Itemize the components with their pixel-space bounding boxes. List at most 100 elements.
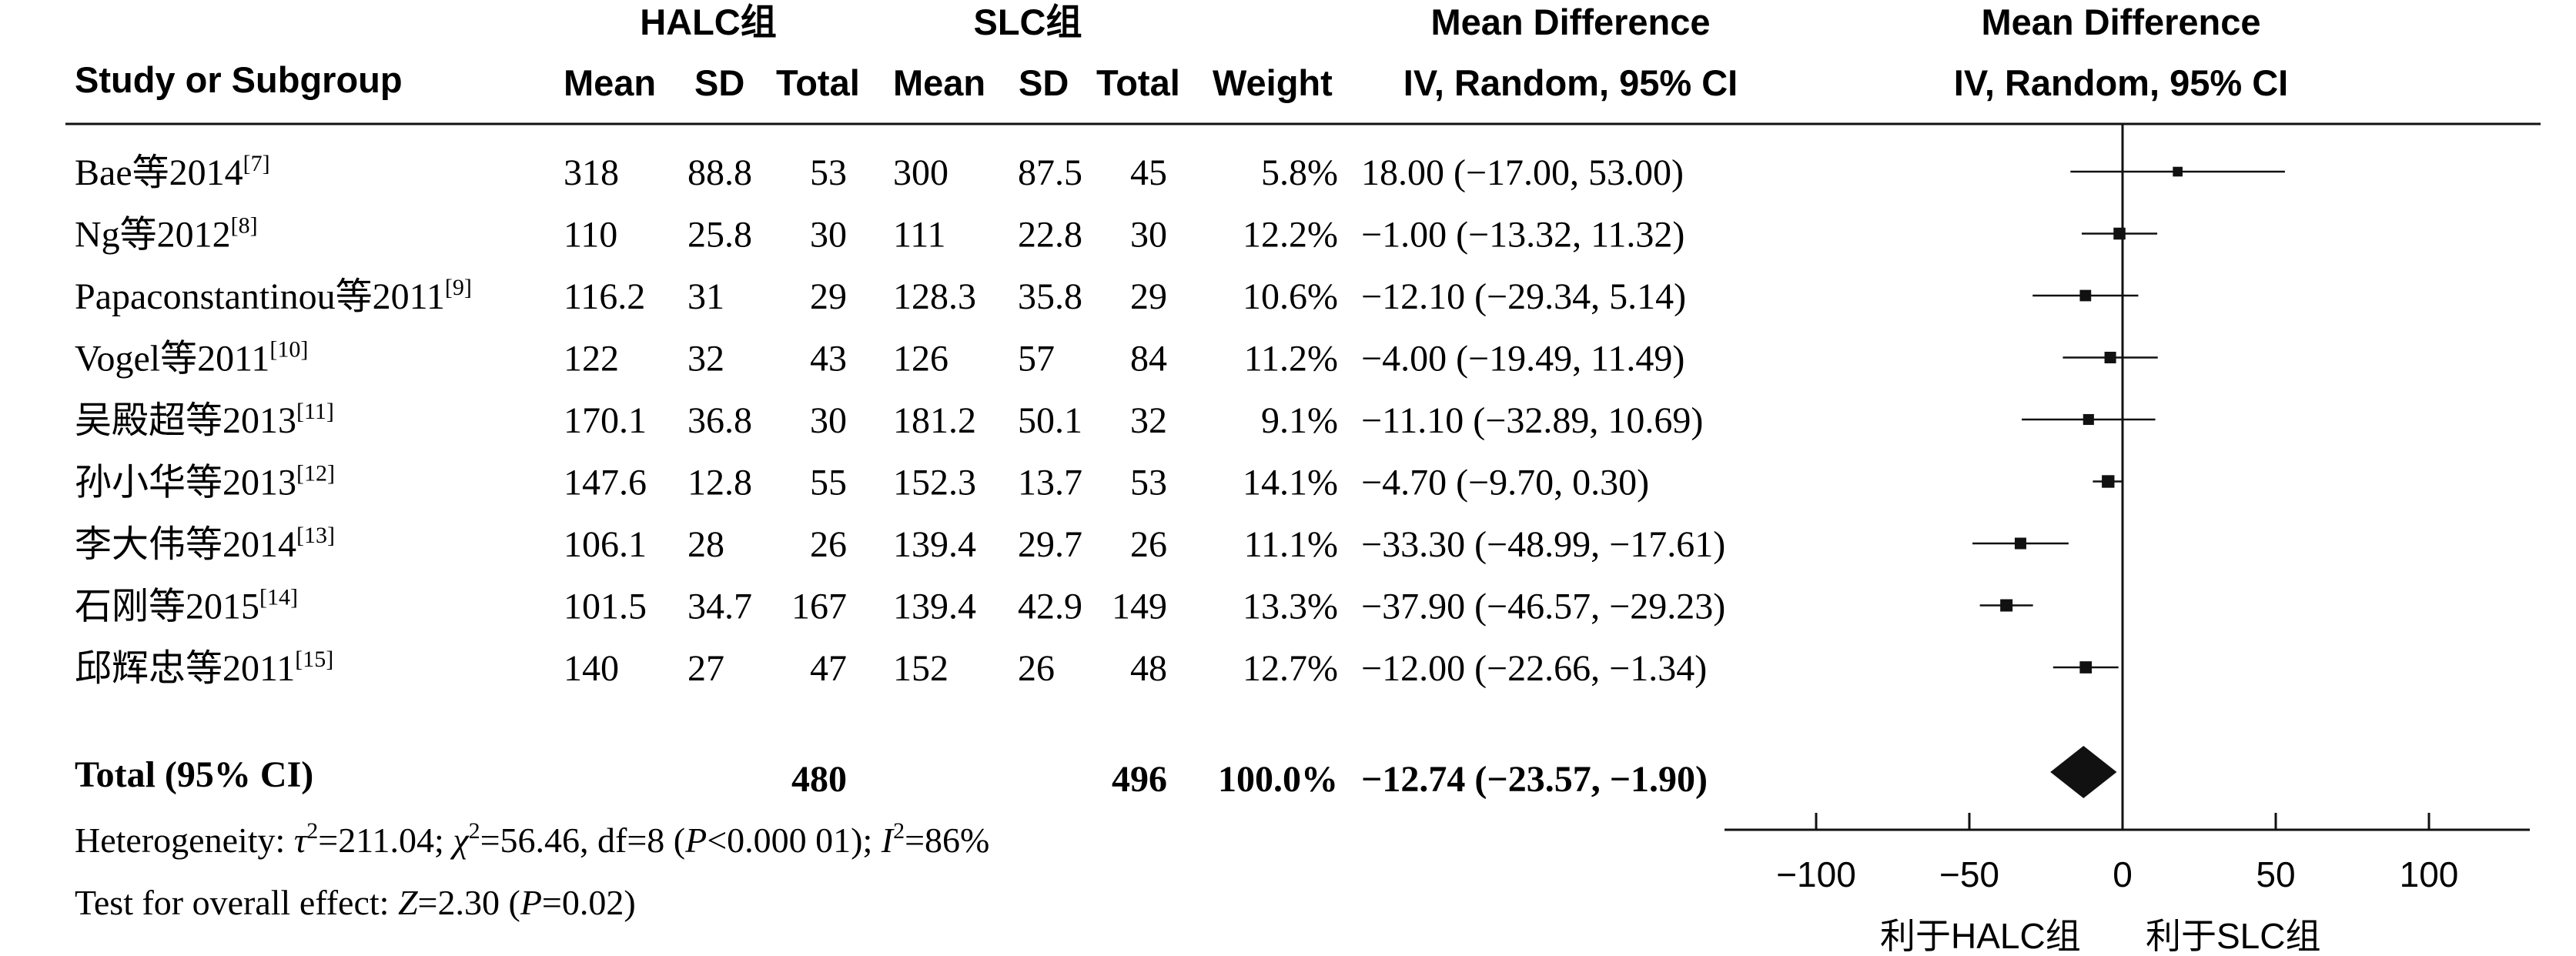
study-n1: 53 <box>810 152 847 193</box>
study-row: 邱辉忠等2011[15] 140 27 47 152 26 48 12.7% −12.00 (−… <box>75 647 1707 689</box>
study-mean2: 152 <box>893 648 948 689</box>
study-ci-text: −4.00 (−19.49, 11.49) <box>1361 339 1684 379</box>
total-ci-text: −12.74 (−23.57, −1.90) <box>1361 759 1708 800</box>
study-n2: 29 <box>1130 276 1167 317</box>
oe-z-val: =2.30 ( <box>418 883 520 922</box>
study-mean2: 181.2 <box>893 400 976 441</box>
study-sd2: 22.8 <box>1018 215 1082 256</box>
het-tau-val: =211.04; <box>318 821 453 860</box>
study-n1: 55 <box>810 463 847 503</box>
study-ci-text: −4.70 (−9.70, 0.30) <box>1361 463 1649 503</box>
oe-p: P <box>520 883 542 922</box>
study-weight: 12.7% <box>1243 648 1338 689</box>
pooled-diamond <box>2050 746 2117 798</box>
study-weight: 13.3% <box>1243 587 1338 627</box>
study-n1: 30 <box>810 215 847 256</box>
study-row: 石刚等2015[14] 101.5 34.7 167 139.4 42.9 149 13.3%… <box>75 585 1725 627</box>
study-sd1: 31 <box>687 276 724 317</box>
point-estimate <box>2104 351 2116 364</box>
study-n2: 26 <box>1130 524 1167 565</box>
point-estimate <box>2079 289 2092 302</box>
study-name: Vogel等2011[10] <box>75 337 308 379</box>
study-row: Papaconstantinou等2011[9] 116.2 31 29 128.3 35… <box>75 275 1686 317</box>
het-i-val: =86% <box>905 821 989 860</box>
study-mean2: 139.4 <box>893 524 976 565</box>
study-mean1: 318 <box>564 152 619 193</box>
study-sd1: 88.8 <box>687 152 752 193</box>
study-mean1: 170.1 <box>564 400 647 441</box>
study-weight: 9.1% <box>1261 400 1338 441</box>
x-tick-label: 0 <box>2113 854 2133 894</box>
study-n1: 30 <box>810 400 847 441</box>
study-n1: 26 <box>810 524 847 565</box>
study-sd2: 42.9 <box>1018 587 1082 627</box>
study-n2: 149 <box>1112 587 1167 627</box>
x-tick-label: 100 <box>2400 854 2459 894</box>
het-tau-sup: 2 <box>306 818 318 844</box>
study-name: 李大伟等2014[13] <box>75 523 335 565</box>
x-axis-ticks: −100 −50 0 50 100 <box>1776 813 2458 894</box>
oe-p-val: =0.02) <box>542 883 636 922</box>
study-mean1: 116.2 <box>564 276 645 317</box>
heterogeneity-text: Heterogeneity: τ2=211.04; χ2=56.46, df=8… <box>75 818 989 860</box>
forest-marks <box>1972 166 2285 798</box>
plot-method-header: IV, Random, 95% CI <box>1954 62 2288 103</box>
md-method-header: IV, Random, 95% CI <box>1403 62 1738 103</box>
study-name-text: 石刚等2015 <box>75 587 259 627</box>
study-n2: 30 <box>1130 215 1167 256</box>
study-sd2: 35.8 <box>1018 276 1082 317</box>
x-tick-label: −100 <box>1776 854 1856 894</box>
het-tau: τ <box>294 821 308 860</box>
weight-header: Weight <box>1213 62 1333 103</box>
study-sd1: 12.8 <box>687 463 752 503</box>
study-ref: [15] <box>295 647 333 672</box>
study-name: 石刚等2015[14] <box>75 585 298 627</box>
study-sd2: 87.5 <box>1018 152 1082 193</box>
study-name: 邱辉忠等2011[15] <box>75 647 333 689</box>
het-p: P <box>684 821 707 860</box>
study-n2: 84 <box>1130 339 1167 379</box>
x-tick-label: −50 <box>1939 854 1999 894</box>
study-name: Bae等2014[7] <box>75 151 270 193</box>
study-n2: 48 <box>1130 648 1167 689</box>
group2-header: SLC组 <box>974 2 1082 42</box>
study-name-text: Vogel等2011 <box>75 339 269 379</box>
study-n2: 53 <box>1130 463 1167 503</box>
study-sd1: 27 <box>687 648 724 689</box>
point-estimate <box>2083 413 2094 426</box>
mean2-header: Mean <box>893 62 985 103</box>
point-estimate <box>2079 661 2093 674</box>
het-p-val: <0.000 01); <box>707 821 882 860</box>
study-mean1: 147.6 <box>564 463 647 503</box>
study-n2: 45 <box>1130 152 1167 193</box>
study-n1: 43 <box>810 339 847 379</box>
study-ref: [12] <box>296 461 335 486</box>
het-i: I <box>881 821 895 860</box>
plot-title-header: Mean Difference <box>1981 2 2260 42</box>
study-name: 吴殿超等2013[11] <box>75 399 334 441</box>
study-sd1: 25.8 <box>687 215 752 256</box>
study-row: Bae等2014[7] 318 88.8 53 300 87.5 45 5.8% 18.00 (… <box>75 151 1684 193</box>
study-name: 孙小华等2013[12] <box>75 461 335 503</box>
study-sd2: 26 <box>1018 648 1055 689</box>
study-sd1: 32 <box>687 339 724 379</box>
study-row: 李大伟等2014[13] 106.1 28 26 139.4 29.7 26 11.1% −33… <box>75 523 1725 565</box>
study-name-text: 吴殿超等2013 <box>75 400 296 441</box>
study-weight: 5.8% <box>1261 152 1338 193</box>
total-weight: 100.0% <box>1218 759 1338 800</box>
total-n1: 480 <box>791 759 847 800</box>
study-ci-text: −1.00 (−13.32, 11.32) <box>1361 215 1684 256</box>
study-name-text: 邱辉忠等2011 <box>75 648 295 689</box>
group1-header: HALC组 <box>640 2 777 42</box>
study-mean2: 152.3 <box>893 463 976 503</box>
study-rows: Bae等2014[7] 318 88.8 53 300 87.5 45 5.8% 18.00 (… <box>75 151 1725 689</box>
study-sd1: 28 <box>687 524 724 565</box>
study-weight: 11.2% <box>1244 339 1338 379</box>
study-name-text: Papaconstantinou等2011 <box>75 276 445 317</box>
study-ref: [14] <box>259 585 298 610</box>
study-mean2: 111 <box>893 215 945 256</box>
study-ref: [7] <box>243 151 270 176</box>
het-chi-sup: 2 <box>469 818 480 844</box>
study-sd1: 34.7 <box>687 587 752 627</box>
study-ci-text: 18.00 (−17.00, 53.00) <box>1361 152 1684 193</box>
